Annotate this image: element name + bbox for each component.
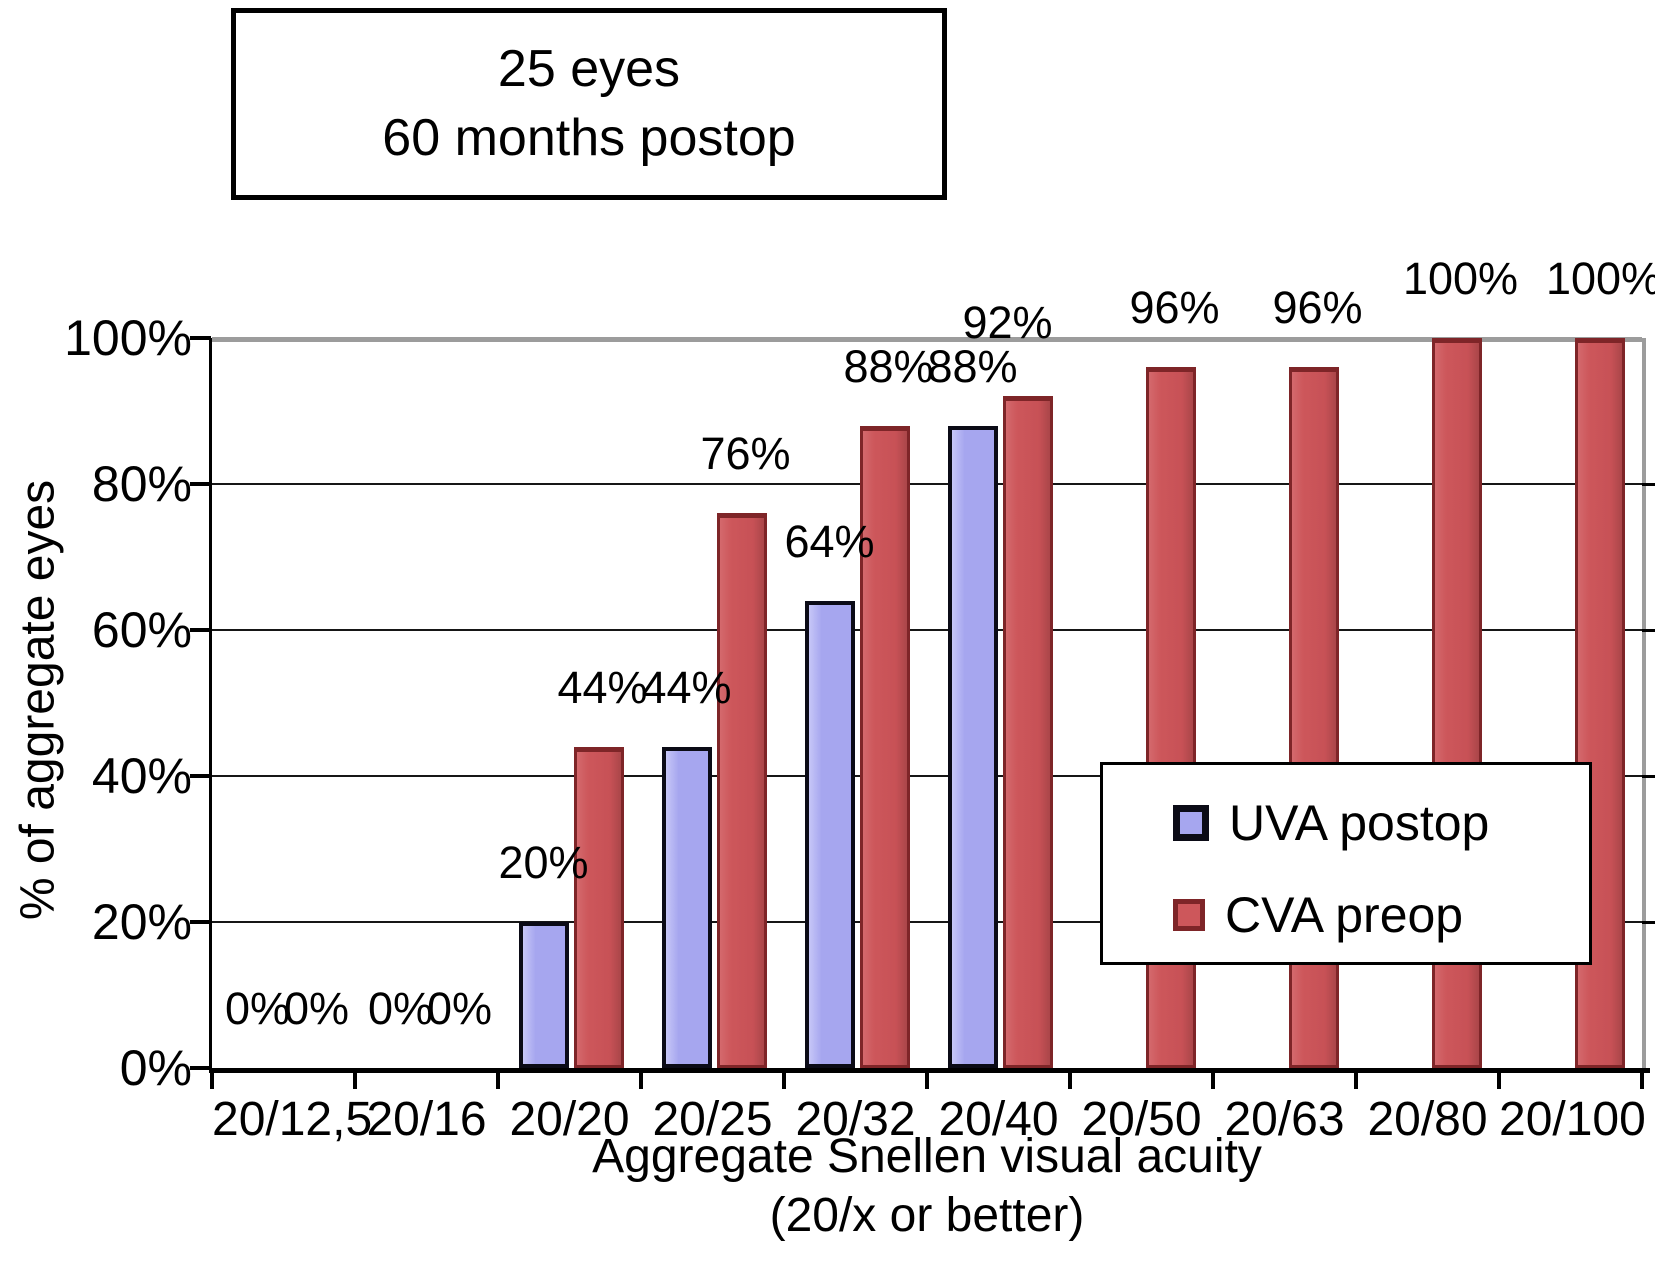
bar-uva-postop (947, 425, 998, 1068)
bar-cva-preop (573, 746, 624, 1068)
y-axis-tick (190, 482, 211, 486)
x-axis-tick (782, 1072, 786, 1089)
chart-annotation-box: 25 eyes 60 months postop (231, 8, 947, 200)
x-tick-label: 20/32 (795, 1093, 916, 1146)
x-tick-label: 20/12,5 (212, 1093, 373, 1146)
y-axis-right-tick (1642, 629, 1655, 632)
bar-uva-postop (804, 600, 855, 1068)
y-tick-label: 100% (64, 310, 192, 366)
bar-value-label: 64% (784, 515, 875, 567)
bar-value-label: 96% (1272, 282, 1363, 334)
y-axis-tick (190, 1066, 211, 1070)
bar-uva-postop (661, 746, 712, 1068)
y-tick-label: 0% (119, 1040, 192, 1096)
y-axis-tick (190, 336, 211, 340)
bar-cva-preop (716, 513, 767, 1068)
x-tick-label: 20/63 (1224, 1093, 1345, 1146)
bar-value-label: 20% (498, 837, 589, 888)
y-axis-line (209, 338, 212, 1072)
y-tick-label: 80% (91, 456, 192, 512)
bar-value-label: 100% (1402, 253, 1519, 304)
bar-cva-preop (859, 425, 910, 1068)
y-axis-right-tick (1642, 921, 1655, 924)
x-axis-line (209, 1068, 1650, 1073)
x-axis-tick (1640, 1072, 1644, 1089)
y-axis-tick (190, 628, 211, 632)
y-tick-label: 40% (91, 748, 192, 804)
bar-cva-preop (1002, 396, 1053, 1068)
legend-label-cva-preop: CVA preop (1225, 887, 1464, 943)
y-axis-title: % of aggregate eyes (11, 479, 65, 921)
legend-item-cva-preop: CVA preop (1173, 883, 1463, 947)
x-axis-tick (1497, 1072, 1501, 1089)
x-axis-title: Aggregate Snellen visual acuity (20/x or… (212, 1128, 1642, 1245)
y-axis-right-tick (1642, 483, 1655, 486)
x-tick-label: 20/100 (1499, 1093, 1646, 1146)
x-axis-tick (639, 1072, 643, 1089)
legend: UVA postop CVA preop (1100, 762, 1592, 965)
x-axis-tick (496, 1072, 500, 1089)
x-axis-tick (210, 1072, 214, 1089)
x-tick-label: 20/80 (1367, 1093, 1488, 1146)
x-axis-tick (925, 1072, 929, 1089)
x-tick-label: 20/20 (509, 1093, 630, 1146)
legend-item-uva-postop: UVA postop (1173, 791, 1489, 855)
x-axis-title-line-2: (20/x or better) (769, 1188, 1085, 1242)
legend-swatch-uva-icon (1173, 805, 1209, 841)
x-axis-tick (353, 1072, 357, 1089)
bar-value-label: 0% (283, 983, 350, 1034)
y-axis-tick (190, 774, 211, 778)
gridline-100pct (212, 337, 1642, 342)
bar-value-label: 96% (1129, 282, 1220, 334)
y-axis-tick (190, 920, 211, 924)
x-axis-tick (1211, 1072, 1215, 1089)
x-tick-label: 20/25 (652, 1093, 773, 1146)
legend-label-uva-postop: UVA postop (1229, 795, 1490, 851)
bar-value-label: 0% (224, 983, 291, 1034)
y-tick-label: 20% (91, 894, 192, 950)
plot-right-wall (1642, 338, 1646, 1068)
y-tick-label: 60% (91, 602, 192, 658)
bar-value-label: 0% (426, 983, 493, 1034)
x-tick-label: 20/50 (1081, 1093, 1202, 1146)
x-axis-tick (1068, 1072, 1072, 1089)
gridline-40pct (212, 775, 1642, 777)
bar-uva-postop (518, 922, 569, 1068)
annotation-line-1: 25 eyes (497, 40, 681, 99)
bar-value-label: 44% (557, 661, 648, 713)
x-tick-label: 20/16 (366, 1093, 487, 1146)
bar-value-label: 0% (367, 983, 434, 1034)
annotation-line-2: 60 months postop (382, 109, 796, 167)
bar-value-label: 88% (927, 340, 1018, 392)
y-axis-right-tick (1642, 775, 1655, 778)
legend-swatch-cva-icon (1173, 899, 1205, 931)
bar-value-label: 44% (641, 661, 732, 713)
bar-value-label: 88% (843, 340, 934, 392)
x-tick-label: 20/40 (938, 1093, 1059, 1146)
x-axis-tick (1354, 1072, 1358, 1089)
bar-value-label: 92% (962, 297, 1053, 349)
gridline-20pct (212, 921, 1642, 923)
bar-value-label: 76% (700, 428, 791, 480)
gridline-60pct (212, 629, 1642, 631)
bar-value-label: 100% (1545, 253, 1655, 304)
gridline-80pct (212, 483, 1642, 485)
x-axis-title-line-1: Aggregate Snellen visual acuity (592, 1130, 1262, 1183)
